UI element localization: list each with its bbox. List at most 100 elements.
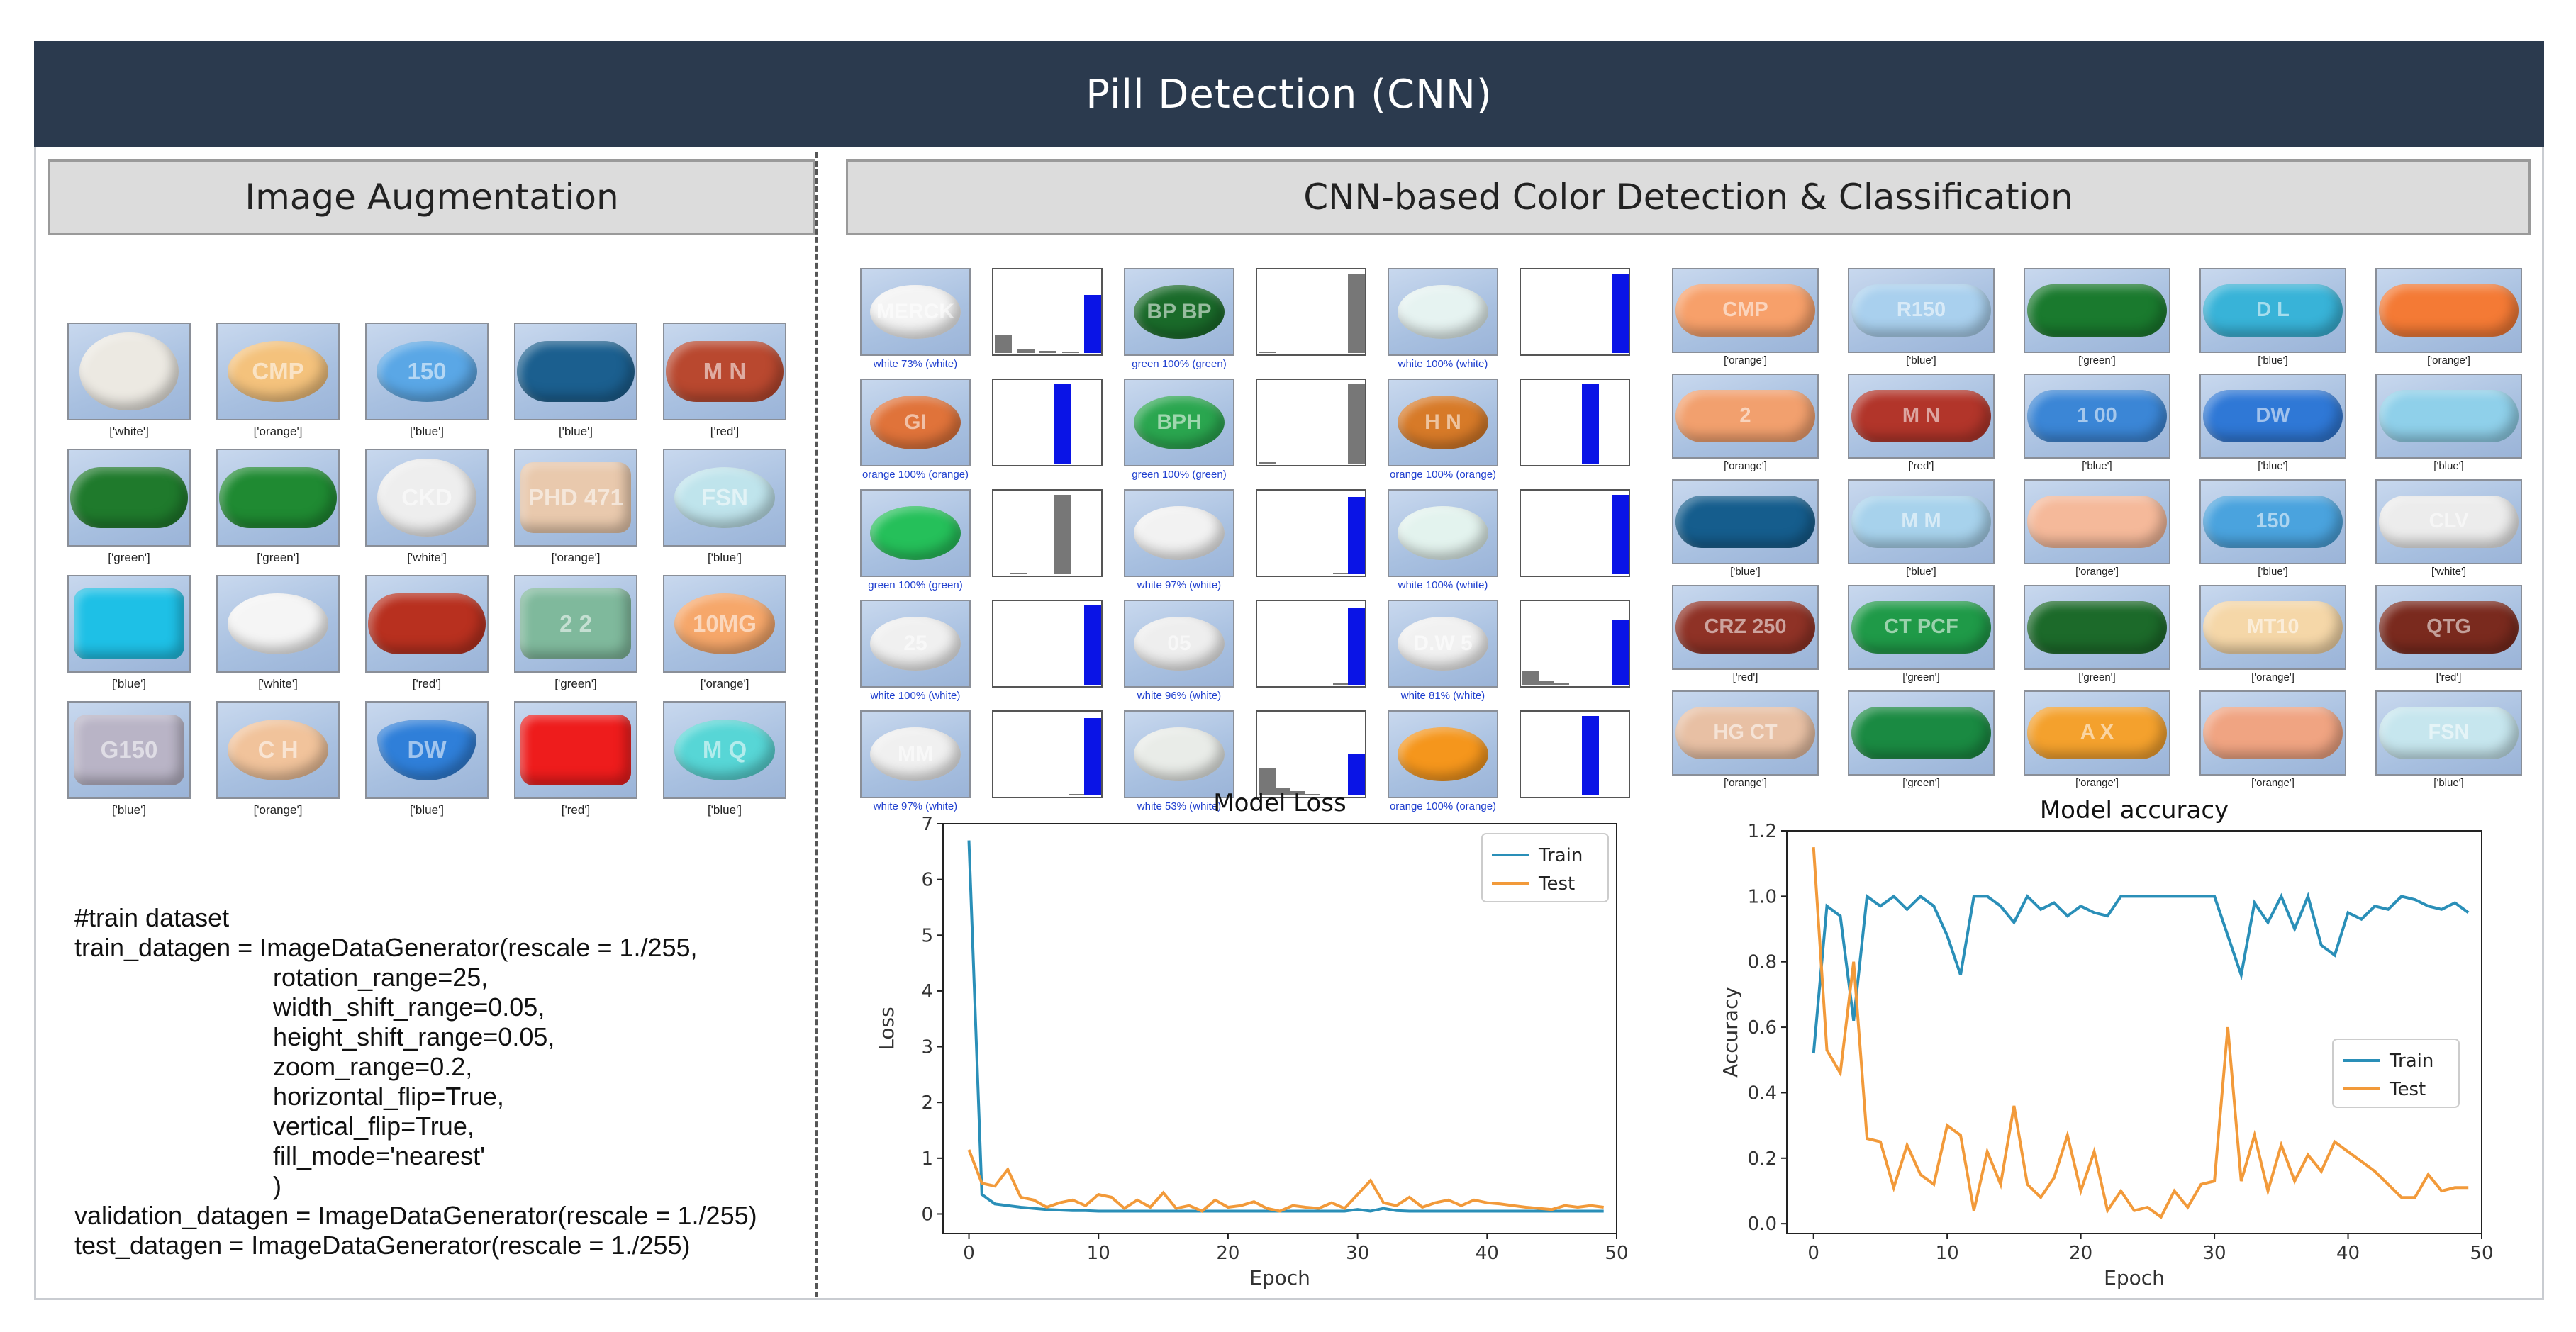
detected-pill: green 100% (green)	[860, 489, 971, 591]
pill-tile	[860, 489, 971, 577]
x-tick-label: 20	[2069, 1243, 2092, 1264]
pill-tile	[2375, 374, 2522, 459]
pill-tile: H N	[1388, 379, 1498, 466]
histogram-bar	[1333, 682, 1350, 685]
pill-tile: GI	[860, 379, 971, 466]
color-histogram	[992, 600, 1103, 688]
pill-image: C H	[227, 720, 329, 780]
pill-tile	[2375, 268, 2522, 353]
pill-image: CMP	[1675, 284, 1815, 337]
pill-image: G150	[73, 715, 185, 785]
pill-imprint: 150	[407, 357, 447, 384]
augmented-pill: ['green']	[216, 449, 340, 565]
pill-color-label: ['orange']	[2427, 354, 2470, 366]
pill-image: DW	[2203, 389, 2343, 443]
histogram-bar	[1061, 351, 1079, 353]
pill-tile: CRZ 250	[1672, 585, 1819, 670]
x-tick-label: 50	[2470, 1243, 2493, 1264]
pill-color-label: ['blue']	[2433, 460, 2464, 472]
pill-tile	[216, 449, 340, 547]
pill-imprint: MT10	[2246, 615, 2299, 639]
pill-color-label: ['red']	[1908, 460, 1934, 472]
color-histogram-cell	[1256, 489, 1366, 591]
pill-color-label: ['red']	[2436, 671, 2462, 683]
pill-tile: CMP	[216, 323, 340, 420]
pill-color-label: ['green']	[2078, 354, 2116, 366]
detection-result-label: white 81% (white)	[1400, 690, 1485, 702]
pill-tile: BPH	[1124, 379, 1234, 466]
x-axis-label: Epoch	[1249, 1266, 1310, 1289]
pill-image: MT10	[2203, 600, 2343, 654]
histogram-bar	[1552, 683, 1569, 685]
pill-tile	[365, 575, 489, 673]
classified-pill: HG CT ['orange']	[1672, 690, 1819, 789]
pill-image	[2379, 284, 2519, 337]
pill-image: CT PCF	[1851, 600, 1991, 654]
pill-image	[368, 593, 486, 654]
pill-image: CLV	[2379, 495, 2519, 549]
pill-image: 2 2	[520, 588, 632, 659]
detection-result-label: orange 100% (orange)	[1389, 800, 1497, 812]
detection-result-label: white 100% (white)	[1398, 358, 1488, 370]
pill-tile: 150	[365, 323, 489, 420]
pill-tile: CT PCF	[1848, 585, 1995, 670]
histogram-bar	[1010, 573, 1027, 574]
classified-pill: CMP ['orange']	[1672, 268, 1819, 366]
histogram-bar	[995, 335, 1012, 353]
color-histogram-cell	[1256, 379, 1366, 481]
pill-imprint: QTG	[2426, 615, 2471, 639]
pill-color-label: ['blue']	[2258, 566, 2288, 578]
pill-image: A X	[2027, 706, 2167, 760]
pill-color-label: ['orange']	[2251, 777, 2295, 789]
pill-tile	[216, 575, 340, 673]
histogram-bar	[1303, 793, 1320, 795]
pill-color-label: ['white']	[258, 677, 298, 690]
series-line-test	[967, 1149, 1604, 1213]
pill-imprint: C H	[257, 736, 299, 763]
augmented-pill: ['white']	[216, 575, 340, 691]
pill-tile	[67, 449, 191, 547]
classified-pill: R150 ['blue']	[1848, 268, 1995, 366]
color-histogram	[992, 379, 1103, 466]
code-line: validation_datagen = ImageDataGenerator(…	[74, 1201, 757, 1230]
augmented-pill: 10MG ['orange']	[663, 575, 786, 691]
pill-tile: A X	[2024, 690, 2170, 776]
pill-imprint: CRZ 250	[1704, 615, 1787, 639]
pill-imprint: 10MG	[693, 610, 757, 637]
color-histogram-cell	[1520, 600, 1630, 702]
pill-image: CMP	[227, 341, 329, 402]
pill-image: FSN	[2379, 706, 2519, 760]
pill-tile: M M	[1848, 479, 1995, 564]
color-histogram-cell	[992, 600, 1103, 702]
pill-tile: M N	[1848, 374, 1995, 459]
pill-color-label: ['blue']	[558, 425, 593, 438]
augmented-pill: ['blue']	[67, 575, 191, 691]
detected-pill: orange 100% (orange)	[1388, 710, 1498, 812]
pill-color-label: ['green']	[1902, 777, 1940, 789]
pill-image	[2379, 389, 2519, 443]
histogram-bar	[1039, 350, 1056, 353]
pill-image	[219, 467, 337, 528]
pill-imprint: 2 2	[559, 610, 592, 637]
pill-imprint: FSN	[2428, 721, 2470, 744]
augmented-pill: ['white']	[67, 323, 191, 439]
pill-image: 2	[1675, 389, 1815, 443]
color-histogram-cell	[1256, 600, 1366, 702]
augmented-pill: C H ['orange']	[216, 701, 340, 817]
color-histogram-cell	[1256, 710, 1366, 812]
pill-tile: G150	[67, 701, 191, 799]
histogram-bar	[1069, 793, 1086, 795]
classified-pill: D L ['blue']	[2199, 268, 2346, 366]
pill-image: GI	[870, 395, 961, 450]
pill-imprint: D.W 5	[1413, 632, 1473, 655]
code-line: zoom_range=0.2,	[74, 1052, 473, 1081]
legend-label: Train	[1538, 845, 1583, 866]
code-line: width_shift_range=0.05,	[74, 992, 545, 1022]
pill-image	[870, 505, 961, 561]
code-line: horizontal_flip=True,	[74, 1082, 504, 1111]
pill-color-label: ['blue']	[111, 803, 147, 817]
augmented-pill: ['red']	[365, 575, 489, 691]
color-histogram-cell	[992, 379, 1103, 481]
classified-pill: QTG ['red']	[2375, 585, 2522, 683]
pill-color-label: ['red']	[412, 677, 442, 690]
